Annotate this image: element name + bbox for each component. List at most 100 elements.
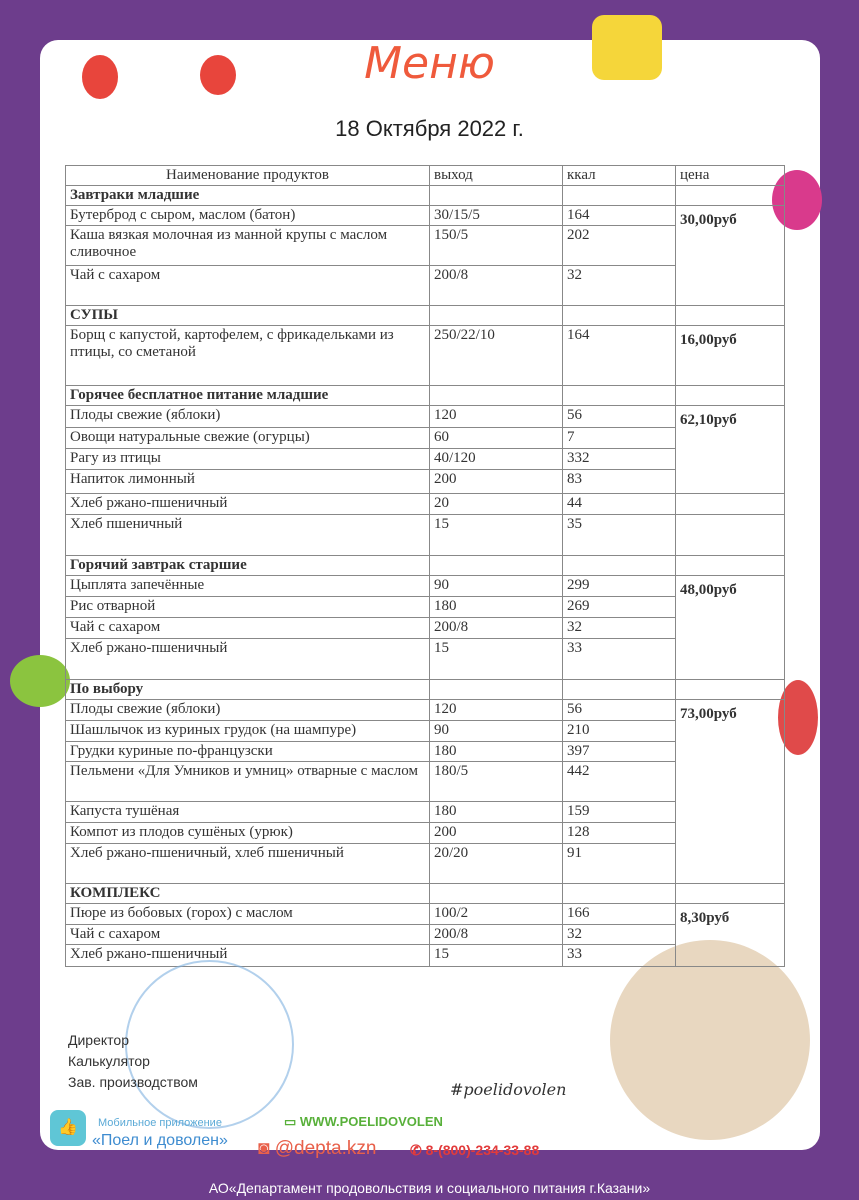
table-row: Овощи натуральные свежие (огурцы) 60 7 [65,427,785,449]
price: 8,30руб [675,903,785,967]
instagram-link[interactable]: ◙ @depta.kzn [258,1138,376,1160]
section-row: По выбору [65,679,785,700]
kcal: 83 [562,469,676,494]
yield: 250/22/10 [429,325,563,386]
signatures: Директор Калькулятор Зав. производством [68,1030,198,1093]
signature-director: Директор [68,1032,129,1048]
yield: 30/15/5 [429,205,563,226]
table-row: Напиток лимонный 200 83 [65,469,785,494]
table-row: Хлеб ржано-пшеничный 15 33 [65,944,785,967]
yield: 100/2 [429,903,563,925]
table-row: Каша вязкая молочная из манной крупы с м… [65,225,785,266]
empty-cell [675,514,785,556]
yield: 15 [429,944,563,967]
table-row: Компот из плодов сушёных (урюк) 200 128 [65,822,785,844]
tomato-illustration [82,55,118,99]
section-row: СУПЫ [65,305,785,326]
item-name: Пельмени «Для Умников и умниц» отварные … [65,761,430,802]
tomato-illustration [200,55,236,95]
item-name: Хлеб ржано-пшеничный [65,944,430,967]
table-row: Борщ с капустой, картофелем, с фрикадель… [65,325,785,386]
kcal: 44 [562,493,676,515]
kcal: 56 [562,405,676,428]
yield: 180 [429,801,563,823]
column-header: выход [429,165,563,186]
price: 48,00руб [675,575,785,680]
yield: 180 [429,596,563,618]
item-name: Хлеб ржано-пшеничный, хлеб пшеничный [65,843,430,884]
phone-link[interactable]: ✆ 8-(800)-234-33-88 [410,1142,539,1159]
item-name: Овощи натуральные свежие (огурцы) [65,427,430,449]
item-name: Компот из плодов сушёных (урюк) [65,822,430,844]
section-row: Горячий завтрак старшие [65,555,785,576]
item-name: Борщ с капустой, картофелем, с фрикадель… [65,325,430,386]
yield: 120 [429,405,563,428]
price: 62,10руб [675,405,785,494]
empty-cell [675,185,785,206]
column-header: Наименование продуктов [65,165,430,186]
item-name: Хлеб пшеничный [65,514,430,556]
yield: 200 [429,822,563,844]
phone-icon: ✆ [410,1142,426,1158]
menu-date: 18 Октября 2022 г. [335,116,524,141]
section-title: Завтраки младшие [65,185,430,206]
item-name: Каша вязкая молочная из манной крупы с м… [65,225,430,266]
empty-cell [429,305,563,326]
table-row: Бутерброд с сыром, маслом (батон) 30/15/5… [65,205,785,306]
instagram-icon: ◙ [258,1138,275,1159]
cheese-illustration [592,15,662,80]
signature-production: Зав. производством [68,1074,198,1090]
empty-cell [675,555,785,576]
empty-cell [429,883,563,904]
section-title: СУПЫ [65,305,430,326]
yield: 60 [429,427,563,449]
yield: 180 [429,741,563,762]
yield: 200 [429,469,563,494]
section-row: Завтраки младшие [65,185,785,206]
empty-cell [429,679,563,700]
footer-org: АО«Департамент продовольствия и социальн… [208,1180,651,1196]
kcal: 164 [562,205,676,226]
item-name: Хлеб ржано-пшеничный [65,638,430,680]
yield: 200/8 [429,924,563,945]
table-row: Пельмени «Для Умников и умниц» отварные … [65,761,785,802]
table-row: Чай с сахаром 200/8 32 [65,924,785,945]
item-name: Чай с сахаром [65,265,430,306]
empty-cell [675,493,785,515]
yield: 180/5 [429,761,563,802]
yield: 20/20 [429,843,563,884]
item-name: Шашлычок из куриных грудок (на шампуре) [65,720,430,742]
kcal: 33 [562,638,676,680]
price: 16,00руб [675,325,785,386]
section-title: По выбору [65,679,430,700]
yield: 40/120 [429,448,563,470]
app-icon[interactable]: 👍 [50,1110,86,1146]
column-header: ккал [562,165,676,186]
header-row: Наименование продуктов выход ккал цена [65,165,785,186]
app-name[interactable]: «Поел и доволен» [92,1132,228,1149]
item-name: Чай с сахаром [65,924,430,945]
kcal: 202 [562,225,676,266]
kcal: 91 [562,843,676,884]
price: 30,00руб [675,205,785,306]
page-title: Меню [364,38,495,89]
yield: 20 [429,493,563,515]
yield: 15 [429,514,563,556]
empty-cell [675,385,785,406]
table-row: Цыплята запечённые 90 299 48,00руб [65,575,785,680]
empty-cell [562,883,676,904]
website-link[interactable]: ▭ WWW.POELIDOVOLEN [284,1114,443,1130]
empty-cell [675,883,785,904]
signature-calculator: Калькулятор [68,1053,150,1069]
vegetables-illustration [610,940,810,1140]
yield: 15 [429,638,563,680]
item-name: Капуста тушёная [65,801,430,823]
item-name: Цыплята запечённые [65,575,430,597]
kcal: 35 [562,514,676,556]
table-row: Хлеб ржано-пшеничный 20 44 [65,493,785,515]
kcal: 164 [562,325,676,386]
yield: 90 [429,575,563,597]
item-name: Бутерброд с сыром, маслом (батон) [65,205,430,226]
kcal: 166 [562,903,676,925]
kcal: 128 [562,822,676,844]
